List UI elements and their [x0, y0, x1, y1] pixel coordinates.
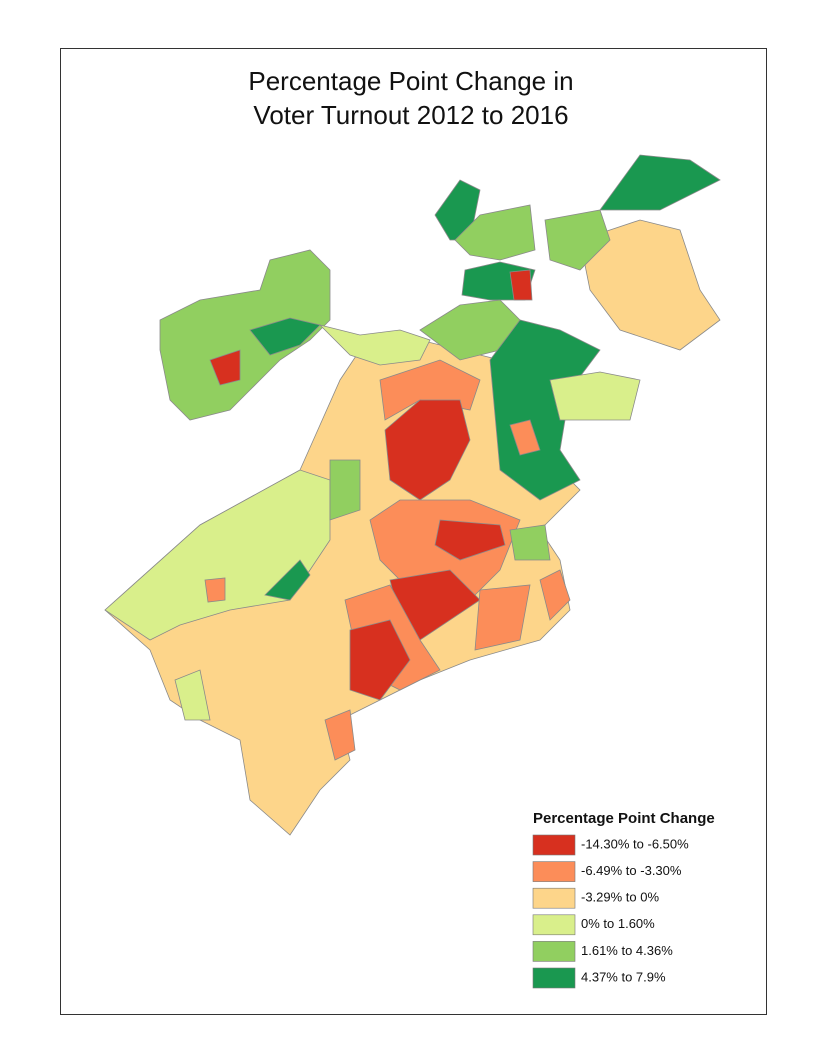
- legend: -14.30% to -6.50% -6.49% to -3.30% -3.29% …: [532, 834, 689, 989]
- map-region: [539, 569, 571, 621]
- legend-label: 4.37% to 7.9%: [581, 969, 666, 984]
- legend-swatch: [532, 834, 576, 856]
- map-region: [509, 524, 551, 561]
- map-region: [349, 619, 411, 701]
- map-region: [549, 371, 641, 421]
- map-region: [579, 219, 721, 351]
- legend-swatch: [532, 914, 576, 936]
- map-region: [159, 249, 331, 421]
- legend-label: 0% to 1.60%: [581, 916, 655, 931]
- map: [104, 154, 721, 836]
- map-region: [264, 559, 311, 601]
- legend-label: -6.49% to -3.30%: [581, 863, 682, 878]
- map-region: [249, 317, 321, 356]
- map-region: [509, 419, 541, 456]
- legend-swatch: [532, 861, 576, 882]
- legend-label: -3.29% to 0%: [581, 890, 659, 905]
- legend-label: -14.30% to -6.50%: [581, 836, 689, 851]
- legend-title: Percentage Point Change: [533, 810, 715, 827]
- map-region: [318, 324, 431, 366]
- map-title: Voter Turnout 2012 to 2016: [253, 100, 568, 130]
- map-region: [384, 399, 471, 501]
- map-region: [104, 469, 331, 641]
- legend-swatch: [532, 967, 576, 989]
- map-region: [174, 669, 211, 721]
- legend-swatch: [532, 941, 576, 962]
- map-region: [329, 459, 361, 521]
- map-region: [209, 349, 241, 386]
- map-region: [324, 709, 356, 761]
- legend-label: 1.61% to 4.36%: [581, 943, 673, 958]
- map-title: Percentage Point Change in: [248, 66, 573, 96]
- map-region: [434, 519, 506, 561]
- map-region: [474, 584, 531, 651]
- map-region: [204, 577, 226, 603]
- map-region: [544, 209, 611, 271]
- map-region: [599, 154, 721, 211]
- map-region: [509, 269, 533, 301]
- map-region: [454, 204, 536, 261]
- legend-swatch: [532, 887, 576, 909]
- map-region: [434, 179, 481, 241]
